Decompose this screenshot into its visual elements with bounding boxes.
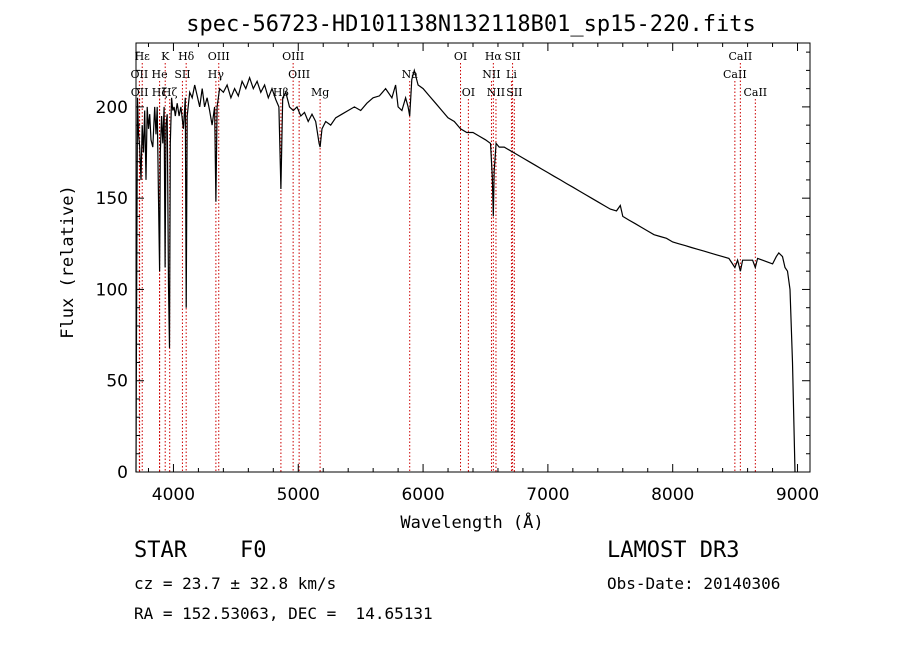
spectral-line-label: Hζ [162, 86, 178, 99]
spectral-line-label: Hε [135, 50, 151, 63]
spectral-line-label: OI [462, 86, 475, 99]
spectral-line-label: Hβ [273, 86, 289, 99]
spectral-line-label: NII [482, 68, 500, 81]
spectral-line-label: OIII [208, 50, 230, 63]
spectral-line-label: OIII [282, 50, 304, 63]
spectral-line-label: Li [506, 68, 517, 81]
x-tick-label: 7000 [526, 485, 569, 505]
x-tick-label: 6000 [401, 485, 444, 505]
spectral-line-label: OII [131, 86, 149, 99]
y-tick-label: 200 [96, 98, 128, 118]
x-tick-label: 5000 [277, 485, 320, 505]
spectral-line-label: NII [487, 86, 505, 99]
spectral-line-label: Hζ [152, 86, 168, 99]
survey-name: LAMOST DR3 [607, 538, 740, 563]
redshift-cz: cz = 23.7 ± 32.8 km/s [134, 574, 337, 593]
spectral-line-label: Hδ [178, 50, 195, 63]
spectral-line-label: K [161, 50, 170, 63]
y-tick-label: 0 [117, 463, 128, 483]
coordinates: RA = 152.53063, DEC = 14.65131 [134, 604, 433, 623]
x-axis-ticks: 4000 5000 6000 7000 8000 9000 [147, 43, 819, 505]
spectral-line-label: OII [131, 68, 149, 81]
y-axis-ticks: 0 50 100 150 200 [96, 51, 810, 483]
y-tick-label: 100 [96, 280, 128, 300]
object-subclass: F0 [240, 538, 267, 563]
observation-date: Obs-Date: 20140306 [607, 574, 781, 593]
spectral-line-label: CaII [729, 50, 753, 63]
plot-frame [135, 42, 811, 473]
object-class: STAR [134, 538, 187, 563]
spectral-line-label: SII [506, 86, 522, 99]
x-tick-label: 9000 [776, 485, 819, 505]
x-tick-label: 4000 [152, 485, 195, 505]
y-tick-label: 150 [96, 189, 128, 209]
spectral-line-label: OIII [288, 68, 310, 81]
spectral-line-label: SII [174, 68, 190, 81]
spectral-line-label: Hα [485, 50, 503, 63]
x-axis-label: Wavelength (Å) [400, 511, 543, 533]
spectral-line-label: CaII [723, 68, 747, 81]
spectrum-series [135, 68, 796, 473]
y-axis-label: Flux (relative) [58, 185, 78, 339]
chart-title: spec-56723-HD101138N132118B01_sp15-220.f… [186, 12, 756, 37]
spectral-line-label: CaII [743, 86, 767, 99]
spectral-line-label: He [152, 68, 168, 81]
spectral-line-label: SII [504, 50, 520, 63]
spectral-line-label: OI [454, 50, 467, 63]
x-tick-label: 8000 [651, 485, 694, 505]
spectral-line-label: Mg [311, 86, 329, 99]
spectral-line-markers [138, 63, 756, 472]
y-tick-label: 50 [106, 372, 128, 392]
spectral-line-label: Hγ [208, 68, 225, 81]
